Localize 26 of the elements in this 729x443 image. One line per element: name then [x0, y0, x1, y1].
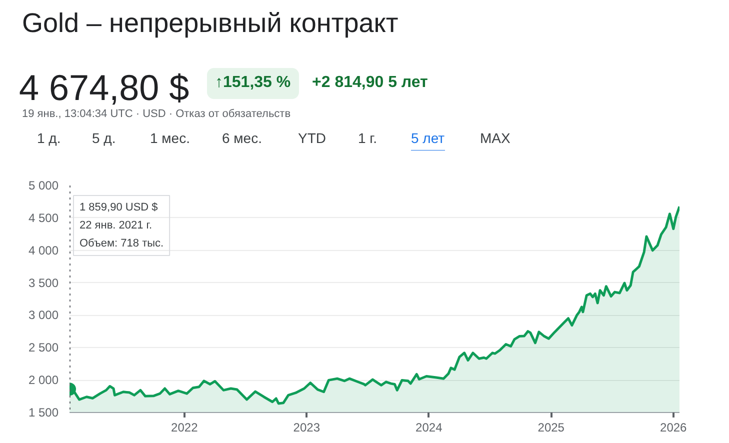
- text: 5 лет: [411, 128, 445, 153]
- y-tick-label: 2 000: [28, 373, 59, 388]
- y-tick-label: 5 000: [28, 178, 59, 192]
- y-tick-label: 4 000: [28, 243, 59, 258]
- y-tick-label: 1 500: [28, 406, 59, 420]
- x-tick-label: 2024: [416, 420, 443, 434]
- text: 5 д.: [92, 129, 116, 148]
- text: 1 д.: [37, 129, 61, 148]
- text: MAX: [480, 129, 510, 148]
- x-tick-label: 2026: [660, 420, 688, 434]
- text: ↑151,35 %: [207, 68, 299, 99]
- x-tick-label: 2023: [293, 420, 320, 434]
- y-tick-label: 3 000: [28, 308, 59, 322]
- text: 1 г.: [358, 129, 377, 148]
- x-tick-label: 2025: [538, 420, 565, 434]
- chart-title: Gold – непрерывный контракт: [22, 7, 398, 40]
- text: 6 мес.: [222, 129, 262, 148]
- text: +2 814,90 5 лет: [312, 73, 428, 93]
- annotation: 1 859,90 USD $ 22 янв. 2021 г. Объем: 718 тыс.: [80, 202, 164, 250]
- x-tick-label: 2022: [171, 420, 198, 434]
- text: 1 мес.: [150, 129, 190, 148]
- y-tick-label: 4 500: [28, 210, 59, 225]
- y-tick-label: 3 500: [28, 276, 59, 290]
- text: 19 янв., 13:04:34 UTC · USD · Отказ от обязательств: [22, 107, 291, 122]
- text: YTD: [298, 129, 326, 148]
- y-tick-label: 2 500: [28, 340, 59, 355]
